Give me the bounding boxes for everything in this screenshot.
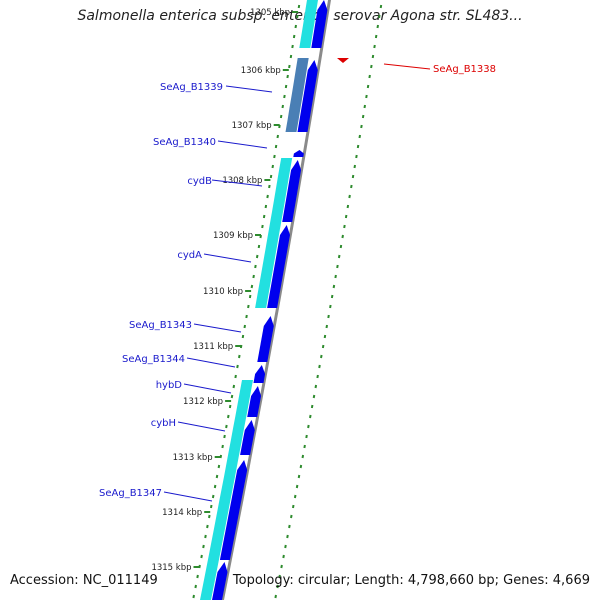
gene-label-leader — [383, 63, 431, 70]
gene-label-leader — [177, 421, 226, 432]
topology-text: Topology: circular; Length: 4,798,660 bp… — [232, 573, 590, 588]
kbp-tick-label: 1312 kbp — [183, 397, 223, 407]
kbp-tick-label: 1309 kbp — [213, 231, 253, 241]
red-gene-marker — [337, 58, 349, 63]
gene-label-leader — [163, 491, 213, 502]
gene-arrow-11 — [212, 562, 228, 600]
gene-label[interactable]: SeAg_B1343 — [129, 320, 192, 331]
backbone-track — [221, 0, 331, 600]
cyan-feature-2 — [270, 158, 293, 222]
gene-arrow-9 — [240, 420, 255, 455]
gene-arrow-10 — [219, 460, 248, 560]
kbp-tick-label: 1308 kbp — [222, 176, 262, 186]
gene-label-leader — [203, 253, 252, 263]
gene-arrow-3 — [293, 150, 304, 157]
kbp-tick-label: 1305 kbp — [250, 8, 290, 18]
kbp-tick-label: 1307 kbp — [232, 121, 272, 131]
gene-label[interactable]: hybD — [156, 380, 183, 391]
accession-text: Accession: NC_011149 — [10, 573, 158, 588]
cyan-feature-4 — [228, 380, 253, 452]
gene-arrow-1 — [311, 0, 328, 48]
gene-label[interactable]: SeAg_B1339 — [160, 82, 223, 93]
tick-layer — [192, 4, 383, 599]
kbp-tick-label: 1306 kbp — [241, 66, 281, 76]
gene-label-leader — [211, 179, 263, 187]
kbp-tick-label: 1313 kbp — [173, 453, 213, 463]
track-layer — [200, 0, 349, 600]
gene-label[interactable]: cydA — [177, 250, 202, 261]
gene-label[interactable]: SeAg_B1344 — [122, 354, 185, 365]
gene-arrow-4 — [282, 160, 302, 222]
gene-label-leader — [186, 357, 236, 368]
label-layer: 1305 kbp 1306 kbp 1307 kbp 1308 kbp 1309 kbp… — [99, 8, 496, 573]
gene-arrow-7 — [253, 365, 266, 383]
gene-label[interactable]: cydB — [187, 176, 212, 187]
gene-arrow-6 — [257, 316, 274, 362]
cyan-feature-3 — [255, 222, 282, 308]
outer-dotted-guide — [274, 4, 383, 599]
steel-feature — [285, 58, 309, 132]
gene-label[interactable]: cybH — [151, 418, 176, 429]
cyan-feature-5 — [200, 452, 240, 600]
gene-label[interactable]: SeAg_B1347 — [99, 488, 162, 499]
gene-label-leader — [183, 383, 232, 394]
gene-label[interactable]: SeAg_B1338 — [433, 64, 496, 75]
kbp-tick-label: 1310 kbp — [203, 287, 243, 297]
gene-label[interactable]: SeAg_B1340 — [153, 137, 216, 148]
gene-label-leader — [217, 140, 268, 149]
gene-label-leader — [225, 85, 273, 93]
gene-arrow-2 — [297, 60, 318, 132]
map-title: Salmonella enterica subsp. enterica sero… — [77, 8, 523, 24]
cyan-feature-1 — [299, 0, 318, 48]
kbp-tick-label: 1315 kbp — [151, 563, 191, 573]
gene-arrow-5 — [267, 225, 290, 308]
inner-dotted-guide — [192, 4, 301, 599]
kbp-tick-label: 1314 kbp — [162, 508, 202, 518]
gene-arrow-8 — [247, 386, 262, 417]
gene-label-leader — [193, 323, 242, 333]
kbp-tick-label: 1311 kbp — [193, 342, 233, 352]
